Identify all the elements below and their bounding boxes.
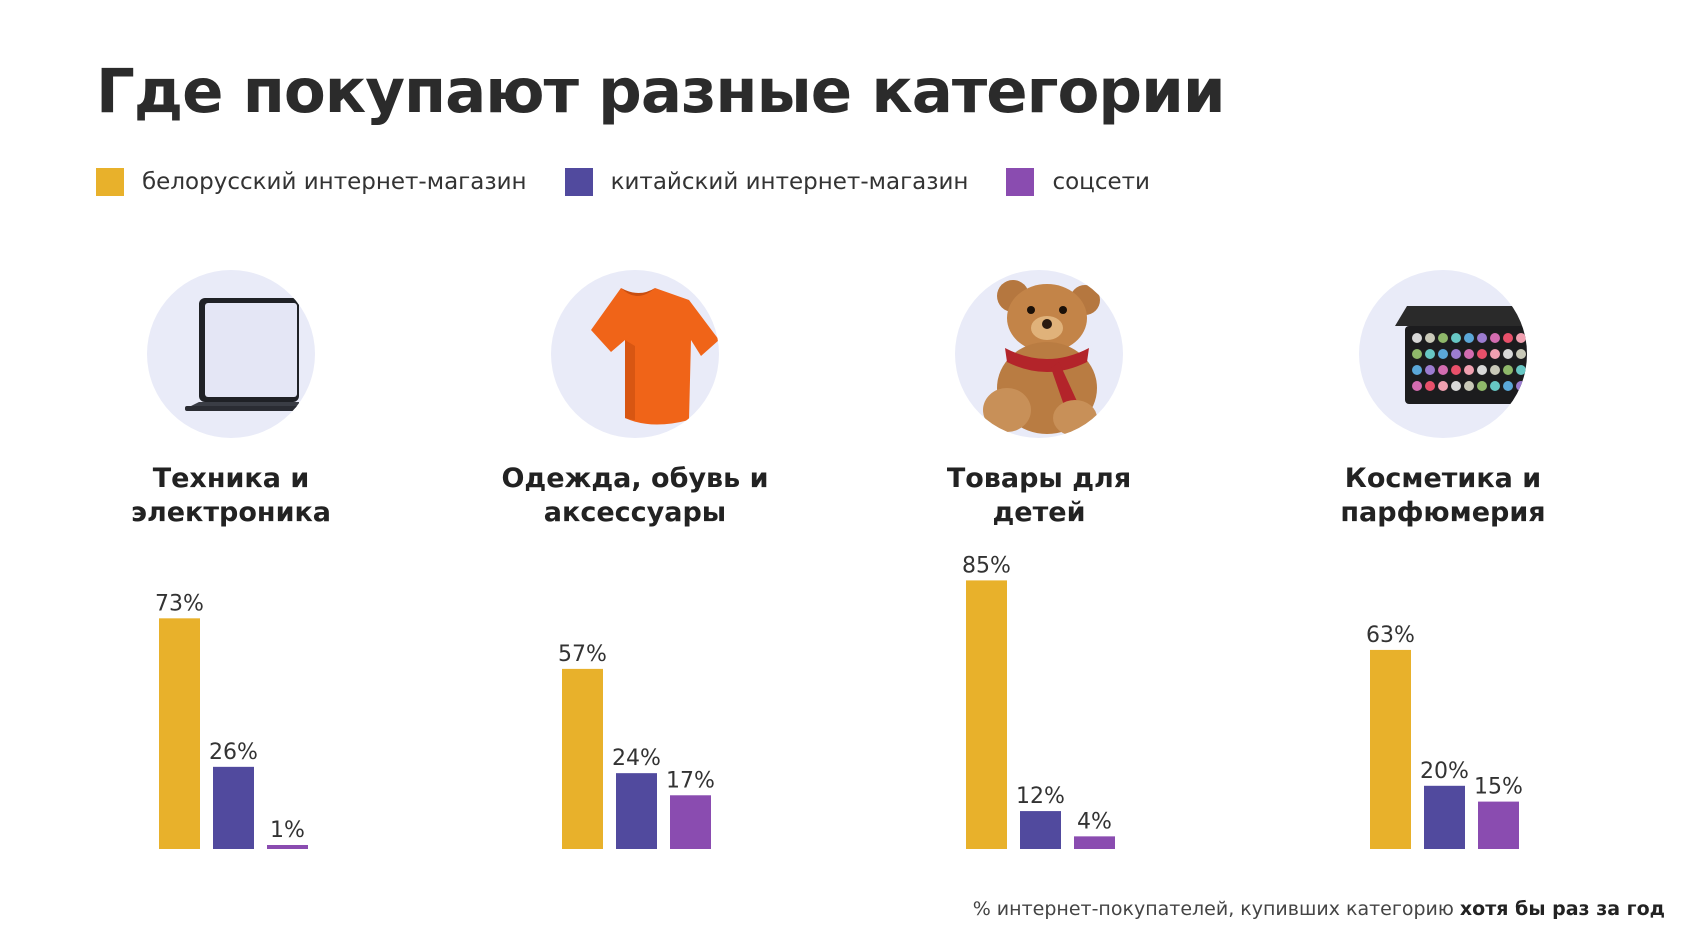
teddy-bear-icon <box>955 270 1123 438</box>
bar-cosmetics-belarusian <box>1370 649 1411 849</box>
legend-swatch-chinese <box>564 168 593 196</box>
value-label-cosmetics-belarusian: 63% <box>1366 623 1415 648</box>
footnote: % интернет-покупателей, купивших категор… <box>973 898 1665 920</box>
value-label-clothing-belarusian: 57% <box>558 642 607 667</box>
value-label-cosmetics-chinese: 20% <box>1420 759 1469 784</box>
category-label-clothing-line1: Одежда, обувь и <box>501 463 769 494</box>
category-label-kids-line1: Товары для <box>946 463 1132 494</box>
value-label-clothing-chinese: 24% <box>612 746 661 771</box>
category-label-kids: Товары для детей <box>879 462 1199 530</box>
bar-kids-chinese <box>1020 811 1061 849</box>
legend-item-social: соцсети <box>1006 168 1150 196</box>
value-label-kids-social: 4% <box>1077 809 1112 834</box>
legend-label-belarusian: белорусский интернет-магазин <box>142 169 527 195</box>
value-label-electronics-chinese: 26% <box>209 740 258 765</box>
category-label-clothing: Одежда, обувь и аксессуары <box>475 462 795 530</box>
bar-kids-belarusian <box>966 580 1007 849</box>
tshirt-icon <box>551 270 719 438</box>
page-title: Где покупают разные категории <box>96 56 1226 127</box>
value-label-kids-chinese: 12% <box>1016 784 1065 809</box>
bar-cosmetics-social <box>1478 801 1519 849</box>
legend-swatch-belarusian <box>96 168 124 196</box>
laptop-icon <box>147 270 315 438</box>
category-label-electronics-line2: электроника <box>130 497 332 528</box>
bar-clothing-belarusian <box>562 668 603 849</box>
footnote-text: % интернет-покупателей, купивших категор… <box>972 898 1460 920</box>
value-label-electronics-social: 1% <box>270 818 305 843</box>
legend-item-chinese: китайский интернет-магазин <box>564 168 969 196</box>
category-label-cosmetics: Косметика и парфюмерия <box>1283 462 1603 530</box>
bar-clothing-social <box>670 795 711 849</box>
category-label-clothing-line2: аксессуары <box>543 497 727 528</box>
bar-electronics-chinese <box>213 766 254 849</box>
category-label-kids-line2: детей <box>992 497 1086 528</box>
value-label-clothing-social: 17% <box>666 768 715 793</box>
value-label-electronics-belarusian: 73% <box>155 591 204 616</box>
bar-electronics-belarusian <box>159 618 200 849</box>
category-label-cosmetics-line1: Косметика и <box>1344 463 1542 494</box>
legend-label-chinese: китайский интернет-магазин <box>610 169 969 195</box>
bar-kids-social <box>1074 836 1115 849</box>
bar-clothing-chinese <box>616 773 657 849</box>
footnote-bold: хотя бы раз за год <box>1459 898 1665 920</box>
category-label-electronics: Техника и электроника <box>71 462 391 530</box>
legend-label-social: соцсети <box>1052 169 1150 195</box>
makeup-palette-icon <box>1359 270 1527 438</box>
bar-electronics-social <box>267 845 308 849</box>
bar-cosmetics-chinese <box>1424 785 1465 849</box>
category-label-electronics-line1: Техника и <box>152 463 310 494</box>
legend-item-belarusian: белорусский интернет-магазин <box>96 168 527 196</box>
category-label-cosmetics-line2: парфюмерия <box>1340 497 1546 528</box>
value-label-kids-belarusian: 85% <box>962 553 1011 578</box>
value-label-cosmetics-social: 15% <box>1474 775 1523 800</box>
legend: белорусский интернет-магазин китайский и… <box>96 168 1188 196</box>
legend-swatch-social <box>1006 168 1035 196</box>
